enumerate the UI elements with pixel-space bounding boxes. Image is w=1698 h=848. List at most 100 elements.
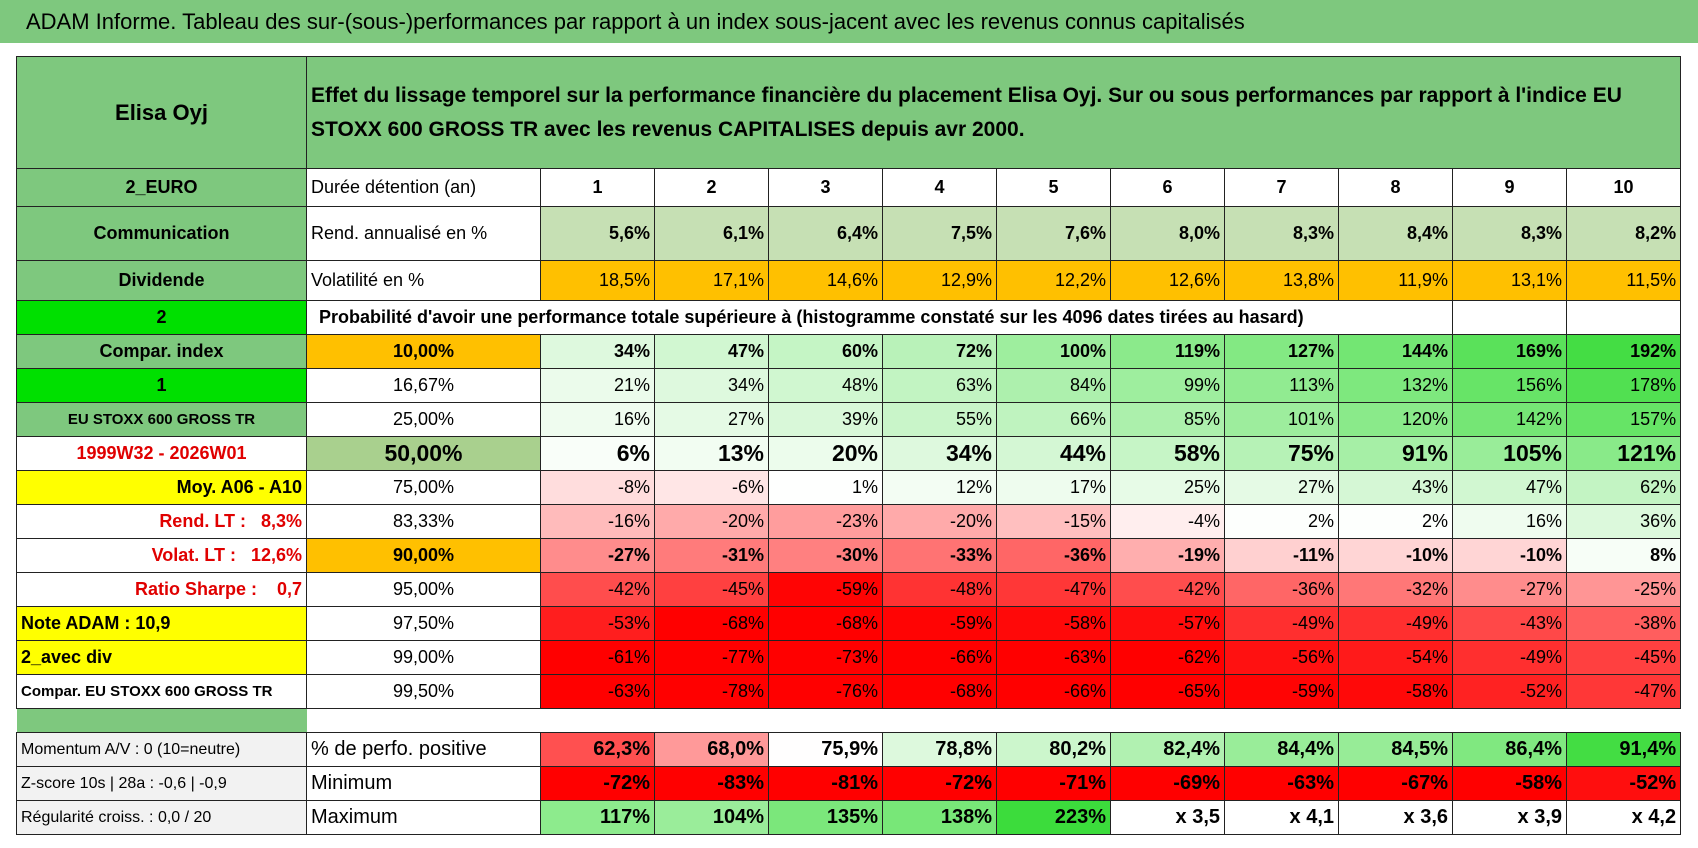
table-row: Communication Rend. annualisé en % 5,6% 6,1… — [16, 206, 1682, 261]
data-cell: 192% — [1565, 334, 1682, 369]
title-bar: ADAM Informe. Tableau des sur-(sous-)per… — [0, 0, 1698, 43]
data-cell: 75,9% — [768, 732, 883, 767]
table-row: 1999W32 - 2026W01 50,00% 6% 13% 20% 34% 44% 58%… — [16, 436, 1682, 471]
row-head: 97,50% — [306, 606, 541, 641]
data-cell: 138% — [882, 800, 997, 835]
data-cell: -59% — [768, 572, 883, 607]
data-cell: -47% — [996, 572, 1111, 607]
data-cell: 84% — [996, 368, 1111, 403]
row-head: Volatilité en % — [306, 260, 541, 301]
summary-row: Momentum A/V : 0 (10=neutre)% de perfo. … — [16, 732, 1682, 767]
data-cell: -59% — [1224, 674, 1339, 709]
row-label: Volat. LT : 12,6% — [16, 538, 307, 573]
data-cell: -38% — [1565, 606, 1682, 641]
row-label: Momentum A/V : 0 (10=neutre) — [16, 732, 307, 767]
data-cell: 75% — [1224, 436, 1339, 471]
data-cell: 62% — [1565, 470, 1682, 505]
data-cell: 39% — [768, 402, 883, 437]
data-cell: -63% — [1224, 766, 1339, 801]
data-cell: -67% — [1338, 766, 1453, 801]
data-cell: 178% — [1565, 368, 1682, 403]
data-cell: 91% — [1338, 436, 1453, 471]
table-row: Compar. EU STOXX 600 GROSS TR 99,50% -63% -… — [16, 674, 1682, 709]
data-cell: -66% — [882, 640, 997, 675]
data-cell: 6,4% — [768, 206, 883, 261]
table-row: Moy. A06 - A10 75,00% -8% -6% 1% 12% 17% 25% 27%… — [16, 470, 1682, 505]
probability-note: Probabilité d'avoir une performance tota… — [306, 300, 1453, 335]
table-row: 1 16,67% 21% 34% 48% 63% 84% 99% 113% 132% 156% 178… — [16, 368, 1682, 403]
data-cell: 8,0% — [1110, 206, 1225, 261]
data-cell: -25% — [1565, 572, 1682, 607]
data-cell: -4% — [1110, 504, 1225, 539]
row-head: Minimum — [306, 766, 541, 801]
data-cell: x 3,5 — [1110, 800, 1225, 835]
row-head: 99,00% — [306, 640, 541, 675]
data-cell: 84,4% — [1224, 732, 1339, 767]
data-cell: 8,2% — [1565, 206, 1682, 261]
data-cell: -49% — [1338, 606, 1453, 641]
data-cell: -42% — [1110, 572, 1225, 607]
data-cell: 13% — [654, 436, 769, 471]
table-row: Rend. LT : 8,3% 83,33% -16% -20% -23% -20% -15… — [16, 504, 1682, 539]
table-row: EU STOXX 600 GROSS TR 25,00% 16% 27% 39% 55% 6… — [16, 402, 1682, 437]
row-head: 50,00% — [306, 436, 541, 471]
data-cell: 63% — [882, 368, 997, 403]
empty-cell — [1452, 300, 1567, 335]
data-cell: 47% — [654, 334, 769, 369]
data-cell: -32% — [1338, 572, 1453, 607]
data-cell: 169% — [1452, 334, 1567, 369]
table-row: 2_avec div 99,00% -61% -77% -73% -66% -63% -62%… — [16, 640, 1682, 675]
row-label: 1 — [16, 368, 307, 403]
data-cell: -45% — [1565, 640, 1682, 675]
row-head: 83,33% — [306, 504, 541, 539]
table-row: Dividende Volatilité en % 18,5% 17,1% 14,6% 1… — [16, 260, 1682, 301]
data-cell: -81% — [768, 766, 883, 801]
row-label: Régularité croiss. : 0,0 / 20 — [16, 800, 307, 835]
data-cell: 47% — [1452, 470, 1567, 505]
data-cell: 80,2% — [996, 732, 1111, 767]
data-cell: -72% — [540, 766, 655, 801]
data-cell: -77% — [654, 640, 769, 675]
data-cell: 105% — [1452, 436, 1567, 471]
data-cell: 2% — [1224, 504, 1339, 539]
data-cell: -27% — [1452, 572, 1567, 607]
data-cell: 5,6% — [540, 206, 655, 261]
data-cell: -61% — [540, 640, 655, 675]
table-row: 2 Probabilité d'avoir une performance tot… — [16, 300, 1682, 335]
data-cell: -36% — [996, 538, 1111, 573]
data-cell: 3 — [768, 168, 883, 207]
data-cell: 144% — [1338, 334, 1453, 369]
row-head: 75,00% — [306, 470, 541, 505]
data-cell: 8 — [1338, 168, 1453, 207]
data-cell: -69% — [1110, 766, 1225, 801]
data-cell: -53% — [540, 606, 655, 641]
data-cell: 16% — [1452, 504, 1567, 539]
data-cell: 8,3% — [1224, 206, 1339, 261]
row-head: 16,67% — [306, 368, 541, 403]
data-cell: -56% — [1224, 640, 1339, 675]
data-cell: x 3,6 — [1338, 800, 1453, 835]
data-cell: -78% — [654, 674, 769, 709]
data-cell: -49% — [1224, 606, 1339, 641]
data-cell: x 3,9 — [1452, 800, 1567, 835]
data-cell: 16% — [540, 402, 655, 437]
data-cell: 7 — [1224, 168, 1339, 207]
data-cell: 156% — [1452, 368, 1567, 403]
data-cell: -49% — [1452, 640, 1567, 675]
data-cell: 12,2% — [996, 260, 1111, 301]
data-cell: 8,4% — [1338, 206, 1453, 261]
data-cell: -15% — [996, 504, 1111, 539]
data-cell: 4 — [882, 168, 997, 207]
data-cell: -72% — [882, 766, 997, 801]
data-cell: -43% — [1452, 606, 1567, 641]
data-cell: 120% — [1338, 402, 1453, 437]
data-cell: 20% — [768, 436, 883, 471]
row-label: Rend. LT : 8,3% — [16, 504, 307, 539]
data-cell: 12,9% — [882, 260, 997, 301]
data-cell: -63% — [540, 674, 655, 709]
data-cell: 99% — [1110, 368, 1225, 403]
data-cell: -68% — [654, 606, 769, 641]
data-cell: -68% — [882, 674, 997, 709]
data-cell: 44% — [996, 436, 1111, 471]
